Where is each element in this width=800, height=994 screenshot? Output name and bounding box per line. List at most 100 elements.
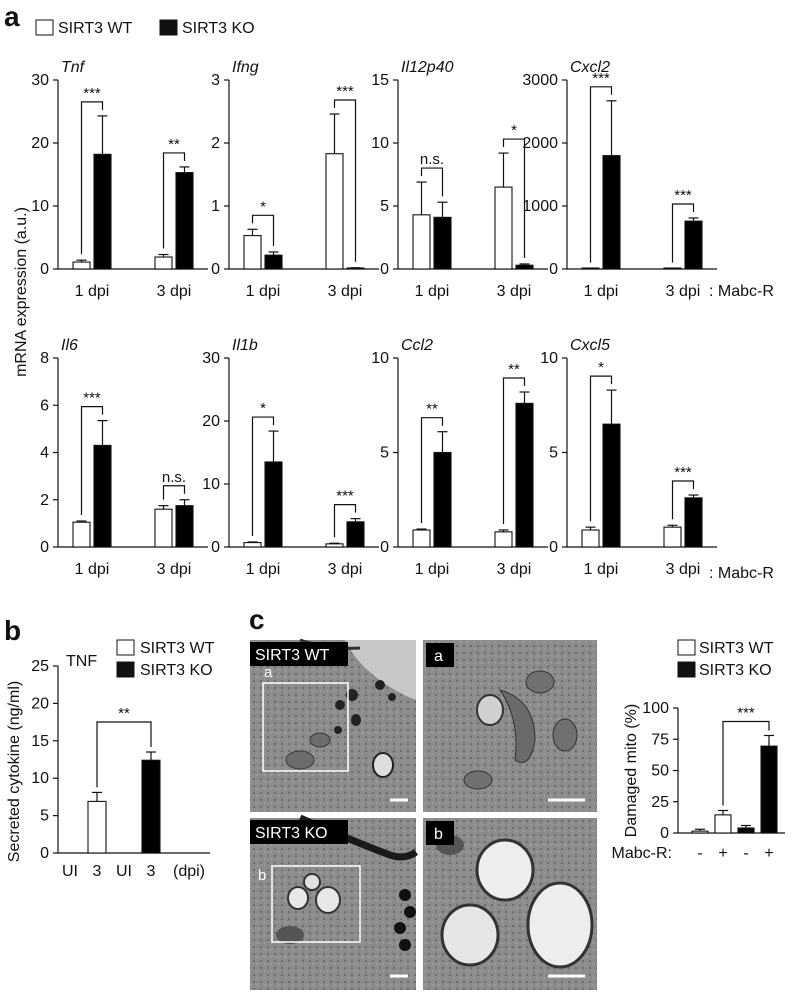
cxcl2-sig-bracket <box>589 86 613 263</box>
cxcl2-bar-ko <box>684 220 703 270</box>
tnf-sig-bracket <box>80 101 104 255</box>
em-wt-zoom: a <box>423 640 597 812</box>
tnf-y-tick-label: 0 <box>40 261 49 278</box>
ccl2-bar-wt <box>412 529 431 548</box>
tnf-secreted-x-tick-label: 3 <box>147 863 156 880</box>
damaged-mito-y-label: Damaged mito (%) <box>623 704 640 837</box>
damaged-mito-y-tick-label: 50 <box>651 763 669 780</box>
panel-letter-a: a <box>4 1 20 32</box>
il1b-sig-label: *** <box>336 488 354 505</box>
cxcl5-y-tick-label: 10 <box>540 350 558 367</box>
il12p40-sig-label: * <box>511 122 517 139</box>
damaged-mito-sig-bracket <box>722 720 770 806</box>
tnf-bar-ko <box>93 153 112 270</box>
ccl2-sig-bracket <box>420 417 444 524</box>
cxcl2-y-tick-label: 2000 <box>522 135 558 152</box>
damaged-mito-sig-label: *** <box>737 705 755 722</box>
cxcl5-sig-bracket <box>671 480 695 520</box>
ifng-bar-wt <box>325 153 344 270</box>
damaged-mito-bar <box>691 830 709 834</box>
il12p40-bar-wt <box>494 186 513 270</box>
chart-il6: 0 2 4 6 8 Il6 1 dpi *** 3 dpi n.s. <box>40 337 208 578</box>
legend-b-label-wt: SIRT3 WT <box>140 640 215 657</box>
tnf-secreted-y-tick-label: 5 <box>40 808 49 825</box>
em-images: a SIRT3 WT a b S <box>250 638 597 990</box>
damaged-mito-x-tick-label: - <box>697 845 702 862</box>
il1b-bar-ko <box>346 521 365 548</box>
cxcl2-title: Cxcl2 <box>570 59 610 76</box>
tnf-x-tick-label: 1 dpi <box>75 283 110 300</box>
tnf-secreted-y-tick-label: 25 <box>31 658 49 675</box>
cxcl5-bar-wt <box>663 526 682 548</box>
il1b-y-tick-label: 20 <box>202 413 220 430</box>
condition-label-row2: : Mabc-R <box>709 565 774 582</box>
legend-a: SIRT3 WT SIRT3 KO <box>35 19 255 37</box>
em-wt-zoom-label: a <box>434 648 443 665</box>
chart-il1b: 0 10 20 30 Il1b 1 dpi * 3 dpi *** <box>202 337 379 578</box>
tnf-secreted-y-tick-label: 0 <box>40 845 49 862</box>
legend-swatch-ko <box>159 19 178 36</box>
il6-y-tick-label: 0 <box>40 539 49 556</box>
il6-bar-ko <box>175 505 194 548</box>
ifng-x-tick-label: 3 dpi <box>328 283 363 300</box>
damaged-mito-x-tick-label: + <box>718 845 727 862</box>
cxcl2-y-tick-label: 0 <box>549 261 558 278</box>
ccl2-bar-ko <box>433 451 452 548</box>
cxcl2-bar-wt <box>663 267 682 270</box>
tnf-secreted-bar <box>141 759 161 854</box>
legend-b-swatch-ko <box>116 661 135 678</box>
tnf-y-tick-label: 20 <box>31 135 49 152</box>
il6-y-tick-label: 2 <box>40 492 49 509</box>
damaged-mito-y-tick-label: 100 <box>642 700 669 717</box>
cxcl5-bar-wt <box>581 529 600 548</box>
il1b-y-tick-label: 30 <box>202 350 220 367</box>
ifng-x-tick-label: 1 dpi <box>246 283 281 300</box>
ccl2-bar-wt <box>494 531 513 548</box>
em-ko-inset-box <box>271 865 361 943</box>
cxcl2-bar-ko <box>602 155 621 270</box>
ifng-title: Ifng <box>232 59 259 76</box>
damaged-mito-bar <box>737 827 755 834</box>
ifng-y-tick-label: 1 <box>211 198 220 215</box>
tnf-secreted-y-tick-label: 15 <box>31 733 49 750</box>
damaged-mito-bar <box>714 814 732 834</box>
il12p40-sig-bracket <box>420 167 444 197</box>
chart-ifng: 0 1 2 3 Ifng 1 dpi * 3 dpi *** <box>211 59 379 300</box>
tnf-secreted-sig-label: ** <box>118 705 130 722</box>
tnf-title: Tnf <box>61 59 86 76</box>
cxcl5-sig-bracket <box>589 375 613 522</box>
il6-bar-ko <box>93 444 112 548</box>
ifng-sig-bracket <box>333 99 357 262</box>
tnf-bar-wt <box>72 261 91 270</box>
shared-y-axis-label: mRNA expression (a.u.) <box>13 207 30 377</box>
damaged-mito-x-label: Mabc-R: <box>612 845 672 862</box>
il1b-sig-label: * <box>260 400 266 417</box>
ccl2-sig-label: ** <box>508 361 520 378</box>
ccl2-bar-ko <box>515 402 534 548</box>
il1b-x-tick-label: 3 dpi <box>328 561 363 578</box>
ifng-bar-ko <box>264 254 283 270</box>
il1b-bar-wt <box>325 543 344 548</box>
il6-y-tick-label: 8 <box>40 350 49 367</box>
ccl2-title: Ccl2 <box>401 337 433 354</box>
il12p40-sig-bracket <box>502 138 526 258</box>
il12p40-y-tick-label: 10 <box>371 135 389 152</box>
cxcl2-sig-bracket <box>671 203 695 263</box>
il1b-y-tick-label: 0 <box>211 539 220 556</box>
cxcl5-bar-ko <box>602 423 621 548</box>
il12p40-y-tick-label: 5 <box>380 198 389 215</box>
il1b-y-tick-label: 10 <box>202 476 220 493</box>
tnf-bar-wt <box>154 256 173 270</box>
ifng-sig-label: *** <box>336 83 354 100</box>
em-ko-inset-label: b <box>258 867 266 884</box>
cxcl2-y-tick-label: 3000 <box>522 72 558 89</box>
tnf-secreted-sig-bracket <box>96 721 152 788</box>
em-wt-inset-label: a <box>264 664 273 681</box>
tnf-bar-ko <box>175 172 194 270</box>
ccl2-x-tick-label: 3 dpi <box>497 561 532 578</box>
cxcl5-sig-label: *** <box>674 464 692 481</box>
em-wt-overview: a SIRT3 WT <box>250 638 416 812</box>
il12p40-title: Il12p40 <box>401 59 454 76</box>
cxcl2-x-tick-label: 1 dpi <box>584 283 619 300</box>
il1b-sig-bracket <box>333 504 357 538</box>
